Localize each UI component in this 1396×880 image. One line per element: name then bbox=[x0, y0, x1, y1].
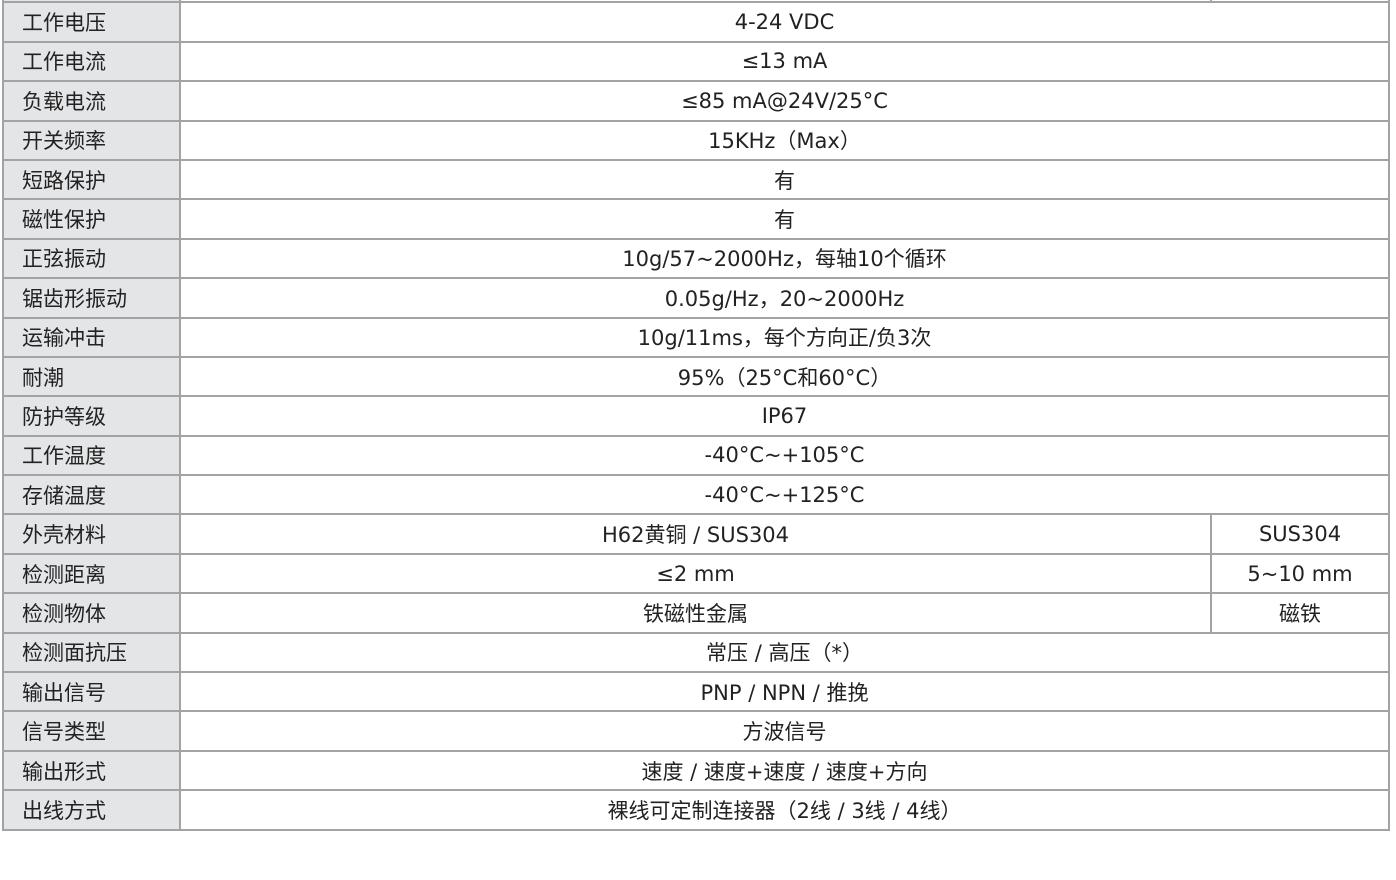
row-label: 磁性保护 bbox=[2, 198, 181, 240]
row-value: 95%（25°C和60°C） bbox=[179, 355, 1390, 398]
table-row: 检测物体 铁磁性金属 磁铁 bbox=[2, 592, 1390, 634]
row-value: ≤2 mm bbox=[179, 552, 1212, 595]
row-value: 铁磁性金属 bbox=[179, 592, 1212, 634]
row-label: 耐潮 bbox=[2, 355, 181, 398]
row-label: 出线方式 bbox=[2, 789, 181, 831]
table-row: 存储温度 -40°C~+125°C bbox=[2, 474, 1390, 516]
table-row: 磁性保护有 bbox=[2, 198, 1390, 240]
row-value: 裸线可定制连接器（2线 / 3线 / 4线） bbox=[179, 789, 1390, 831]
row-value: -40°C~+125°C bbox=[179, 474, 1390, 516]
table-row: 外壳材料 H62黄铜 / SUS304 SUS304 bbox=[2, 513, 1390, 555]
row-label: 正弦振动 bbox=[2, 237, 181, 280]
row-label: 短路保护 bbox=[2, 158, 181, 201]
row-value: 速度 / 速度+速度 / 速度+方向 bbox=[179, 749, 1390, 792]
row-value: 10g/11ms，每个方向正/负3次 bbox=[179, 316, 1390, 358]
row-value: ≤85 mA@24V/25°C bbox=[179, 80, 1390, 122]
row-label: 运输冲击 bbox=[2, 316, 181, 358]
row-value: 方波信号 bbox=[179, 710, 1390, 752]
table-row: 信号类型 方波信号 bbox=[2, 710, 1390, 752]
table-row: 锯齿形振动 0.05g/Hz，20~2000Hz bbox=[2, 277, 1390, 319]
row-value: -40°C~+105°C bbox=[179, 434, 1390, 477]
row-value: IP67 bbox=[179, 395, 1390, 437]
row-label: 检测物体 bbox=[2, 592, 181, 634]
table-row: 耐潮 95%（25°C和60°C） bbox=[2, 355, 1390, 398]
table-row: 开关频率 15KHz（Max） bbox=[2, 119, 1390, 161]
row-value: ≤13 mA bbox=[179, 40, 1390, 83]
table-row: 工作温度 -40°C~+105°C bbox=[2, 434, 1390, 477]
row-value: 4-24 VDC bbox=[179, 1, 1390, 43]
row-value: 有 bbox=[179, 158, 1390, 201]
row-label: 工作电压 bbox=[2, 1, 181, 43]
table-row: 工作电压 4-24 VDC bbox=[2, 1, 1390, 43]
table-row: 运输冲击 10g/11ms，每个方向正/负3次 bbox=[2, 316, 1390, 358]
spec-table: 工作电压 4-24 VDC 工作电流 ≤13 mA 负载电流 ≤85 mA@24V/25°… bbox=[2, 0, 1390, 831]
row-value: 常压 / 高压（*） bbox=[179, 631, 1390, 674]
row-value: PNP / NPN / 推挽 bbox=[179, 671, 1390, 713]
row-value-2: SUS304 bbox=[1210, 513, 1390, 555]
table-row: 负载电流 ≤85 mA@24V/25°C bbox=[2, 80, 1390, 122]
table-row: 短路保护有 bbox=[2, 158, 1390, 201]
table-row: 输出形式 速度 / 速度+速度 / 速度+方向 bbox=[2, 749, 1390, 792]
row-value: 15KHz（Max） bbox=[179, 119, 1390, 161]
table-row: 出线方式 裸线可定制连接器（2线 / 3线 / 4线） bbox=[2, 789, 1390, 831]
row-label: 负载电流 bbox=[2, 80, 181, 122]
row-label: 存储温度 bbox=[2, 474, 181, 516]
row-label: 检测面抗压 bbox=[2, 631, 181, 674]
row-label: 防护等级 bbox=[2, 395, 181, 437]
row-label: 外壳材料 bbox=[2, 513, 181, 555]
table-row: 检测面抗压 常压 / 高压（*） bbox=[2, 631, 1390, 674]
row-value-2: 5~10 mm bbox=[1210, 552, 1390, 595]
table-row: 检测距离 ≤2 mm 5~10 mm bbox=[2, 552, 1390, 595]
row-label: 检测距离 bbox=[2, 552, 181, 595]
row-label: 工作电流 bbox=[2, 40, 181, 83]
row-label: 开关频率 bbox=[2, 119, 181, 161]
table-row: 工作电流 ≤13 mA bbox=[2, 40, 1390, 83]
row-label: 锯齿形振动 bbox=[2, 277, 181, 319]
row-label: 工作温度 bbox=[2, 434, 181, 477]
row-label: 输出信号 bbox=[2, 671, 181, 713]
row-value: 0.05g/Hz，20~2000Hz bbox=[179, 277, 1390, 319]
row-value: 有 bbox=[179, 198, 1390, 240]
row-value-2: 磁铁 bbox=[1210, 592, 1390, 634]
table-row: 防护等级 IP67 bbox=[2, 395, 1390, 437]
row-label: 输出形式 bbox=[2, 749, 181, 792]
table-row: 正弦振动 10g/57~2000Hz，每轴10个循环 bbox=[2, 237, 1390, 280]
row-value: H62黄铜 / SUS304 bbox=[179, 513, 1212, 555]
table-row: 输出信号 PNP / NPN / 推挽 bbox=[2, 671, 1390, 713]
row-value: 10g/57~2000Hz，每轴10个循环 bbox=[179, 237, 1390, 280]
row-label: 信号类型 bbox=[2, 710, 181, 752]
